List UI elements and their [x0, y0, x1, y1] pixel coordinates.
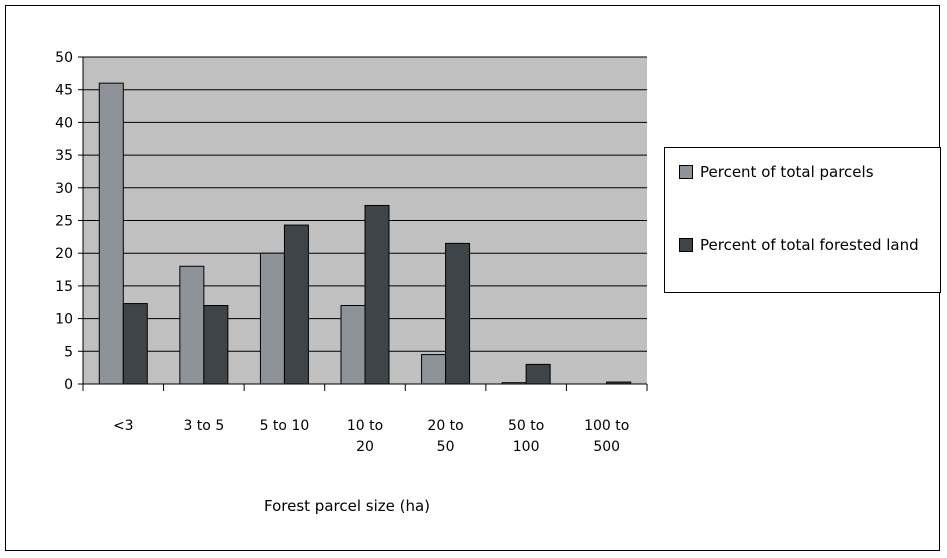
- bar-parcels: [340, 305, 366, 385]
- x-tick-labels: <3 3 to 5 5 to 10 10 to 20 20 to 50 50 to 100 100…: [113, 418, 629, 455]
- x-tick-label: <3: [113, 418, 134, 434]
- x-tick-label: 5 to 10: [260, 418, 310, 434]
- y-tick-label: 5: [64, 344, 73, 360]
- x-tick-label: 100 to 500: [584, 418, 629, 455]
- x-tick-label: 10 to 20: [347, 418, 383, 455]
- x-tick-label: 3 to 5: [183, 418, 224, 434]
- bar-forested-land: [364, 204, 390, 385]
- x-tick-label: 50 to 100: [508, 418, 544, 455]
- legend-label-parcels: Percent of total parcels: [700, 163, 874, 181]
- y-tick-labels: 0 5 10 15 20 25 30 35 40 45 50: [55, 50, 73, 393]
- y-tick-label: 30: [55, 181, 73, 197]
- y-tick-label: 45: [55, 83, 73, 99]
- y-tick-label: 35: [55, 148, 73, 164]
- y-tick-label: 0: [64, 377, 73, 393]
- legend-swatch-parcels: [679, 165, 693, 179]
- bar-forested-land: [203, 305, 229, 385]
- y-tick-label: 20: [55, 246, 73, 262]
- y-tick-label: 50: [55, 50, 73, 66]
- bar-parcels: [179, 265, 205, 385]
- bar-forested-land: [445, 242, 471, 385]
- legend-swatch-forested-land: [679, 238, 693, 252]
- axes: [78, 56, 648, 391]
- bar-parcels: [259, 252, 285, 385]
- bar-forested-land: [122, 303, 148, 385]
- bar-forested-land: [283, 224, 309, 385]
- legend-item-forested-land: Percent of total forested land: [679, 235, 928, 255]
- legend-item-parcels: Percent of total parcels: [679, 162, 928, 182]
- x-axis-title: Forest parcel size (ha): [264, 497, 431, 515]
- y-tick-label: 15: [55, 279, 73, 295]
- x-tick-label: 20 to 50: [427, 418, 463, 455]
- bar-forested-land: [525, 363, 551, 385]
- bar-parcels: [421, 354, 447, 385]
- bars: [98, 82, 632, 385]
- legend-label-forested-land: Percent of total forested land: [700, 236, 919, 254]
- bar-parcels: [98, 82, 124, 385]
- y-tick-label: 10: [55, 312, 73, 328]
- y-tick-label: 40: [55, 115, 73, 131]
- legend: Percent of total parcels Percent of tota…: [664, 147, 941, 293]
- y-tick-label: 25: [55, 214, 73, 230]
